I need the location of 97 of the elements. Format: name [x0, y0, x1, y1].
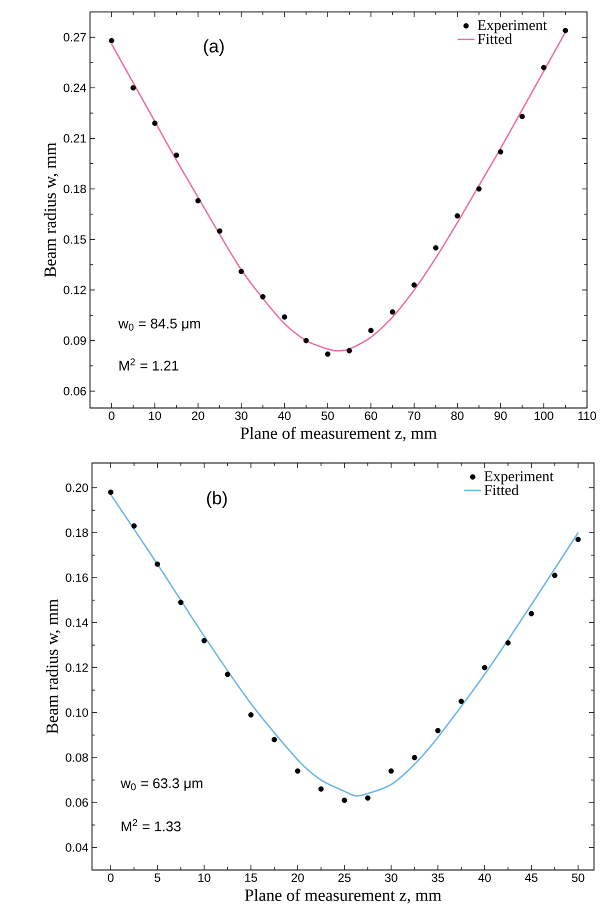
x-tick-label: 20 — [192, 412, 204, 420]
annotation: w$_{0}$ = 63.3 μm — [120, 778, 202, 791]
point — [411, 282, 417, 288]
point — [368, 328, 374, 334]
y-tick-label: 0.04 — [66, 843, 88, 852]
x-tick-label: 0 — [108, 412, 114, 420]
annotation: M$^{2}$ = 1.21 — [120, 358, 178, 370]
x-tick-label: 35 — [432, 874, 444, 882]
point — [174, 152, 180, 158]
point — [325, 351, 330, 357]
x-tick-label: 50 — [322, 412, 334, 420]
point — [519, 114, 525, 120]
y-tick-label: 0.12 — [64, 286, 86, 294]
annotation: M$^{2}$ = 1.33 — [122, 819, 181, 832]
x-tick-label: 15 — [245, 874, 258, 882]
point — [282, 314, 288, 320]
point — [390, 309, 396, 315]
x-tick-label: 10 — [149, 412, 162, 420]
point — [294, 768, 300, 774]
point — [476, 186, 482, 192]
point — [248, 712, 254, 718]
point — [435, 728, 441, 734]
y-axis-title: Beam radius w, mm — [46, 599, 60, 734]
y-tick-label: 0.06 — [64, 386, 86, 396]
y-tick-label: 0.24 — [64, 84, 86, 92]
point — [108, 490, 114, 495]
y-tick-label: 0.06 — [66, 798, 88, 807]
point — [224, 672, 230, 678]
point — [201, 638, 207, 644]
y-tick-label: 0.10 — [66, 708, 88, 717]
point — [541, 64, 546, 70]
x-tick-label: 110 — [578, 412, 596, 420]
point — [528, 610, 534, 616]
x-tick-label: 0 — [108, 874, 114, 882]
point — [552, 572, 558, 578]
x-tick-label: 40 — [278, 412, 291, 420]
y-axis-title: Beam radius w, mm — [44, 142, 58, 278]
y-tick-label: 0.16 — [66, 573, 88, 582]
point — [108, 38, 114, 44]
x-tick-label: 70 — [408, 412, 420, 420]
y-tick-label: 0.08 — [66, 753, 88, 762]
point — [238, 268, 244, 274]
x-tick-label: 30 — [235, 412, 248, 420]
point — [131, 523, 137, 529]
point — [412, 754, 418, 760]
point — [454, 213, 460, 219]
y-tick-label: 0.18 — [66, 528, 88, 537]
y-tick-label: 0.14 — [66, 618, 88, 627]
legend-label: Fitted — [478, 34, 512, 44]
annotation: (a) — [204, 39, 224, 56]
point — [482, 664, 488, 670]
point — [195, 198, 201, 204]
y-tick-label: 0.20 — [66, 484, 88, 492]
x-tick-label: 90 — [494, 412, 507, 420]
point — [272, 736, 277, 742]
y-tick-label: 0.15 — [64, 235, 86, 244]
point — [498, 149, 504, 155]
y-tick-label: 0.12 — [66, 663, 88, 672]
point — [346, 348, 352, 354]
x-tick-label: 60 — [364, 412, 378, 420]
legend-label: Fitted — [484, 484, 519, 496]
y-tick-label: 0.09 — [64, 336, 86, 345]
y-tick-label: 0.27 — [64, 33, 86, 42]
x-axis-title: Plane of measurement z, mm — [240, 426, 437, 442]
point — [178, 600, 184, 606]
point — [303, 338, 309, 344]
x-tick-label: 45 — [525, 874, 538, 882]
x-tick-label: 20 — [292, 874, 304, 882]
point — [575, 536, 581, 542]
x-tick-label: 40 — [478, 874, 491, 882]
point — [388, 768, 394, 774]
point — [130, 85, 136, 91]
x-tick-label: 100 — [534, 412, 554, 420]
x-tick-label: 25 — [338, 874, 351, 882]
point — [342, 798, 348, 803]
point — [154, 561, 160, 567]
legend-label: Experiment — [478, 20, 547, 34]
annotation: (b) — [207, 491, 227, 508]
x-axis-title: Plane of measurement z, mm — [244, 888, 442, 904]
point — [458, 698, 464, 704]
point — [216, 228, 222, 234]
x-tick-label: 5 — [154, 874, 160, 882]
x-tick-label: 50 — [572, 874, 584, 882]
y-tick-label: 0.18 — [64, 184, 86, 194]
x-tick-label: 30 — [384, 874, 398, 882]
point — [365, 795, 370, 801]
point — [433, 245, 438, 251]
x-tick-label: 10 — [198, 874, 210, 882]
legend-label: Experiment — [484, 471, 554, 484]
annotation: w$_{0}$ = 84.5 μm — [118, 318, 200, 332]
point — [152, 120, 158, 126]
point — [318, 786, 324, 792]
point — [562, 28, 568, 34]
x-tick-label: 80 — [451, 412, 464, 420]
point — [505, 640, 511, 646]
y-tick-label: 0.21 — [64, 134, 86, 143]
point — [260, 294, 266, 300]
